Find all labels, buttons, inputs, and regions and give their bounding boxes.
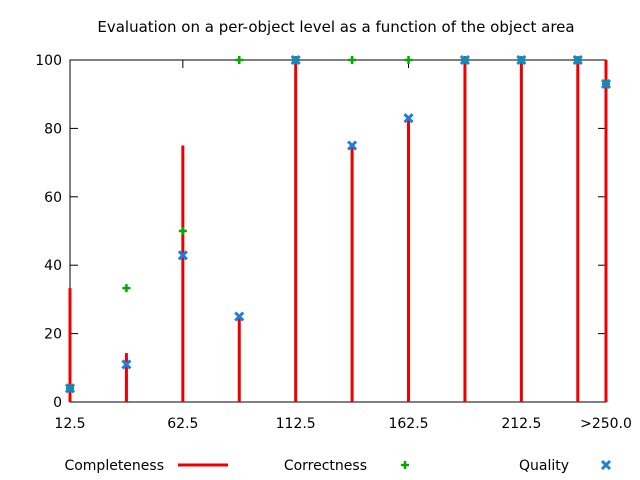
legend-label: Correctness [284, 458, 367, 474]
y-tick-label: 100 [35, 53, 62, 69]
quality-point [64, 383, 76, 394]
quality-point [600, 78, 612, 90]
quality-point [572, 54, 583, 66]
y-tick-label: 40 [44, 258, 62, 274]
legend-label: Quality [519, 458, 569, 474]
correctness-point [235, 56, 244, 64]
quality-point [347, 140, 358, 151]
correctness-point [348, 56, 357, 64]
quality-point [121, 359, 132, 370]
x-tick-label: 162.5 [388, 416, 428, 432]
plot-frame [69, 59, 607, 403]
y-tick-label: 80 [44, 121, 62, 137]
x-axis: 12.5 62.5 112.5 162.5 212.5 >250.0 [54, 60, 632, 432]
x-tick-label: 62.5 [167, 416, 198, 432]
chart-marks [64, 54, 612, 402]
correctness-point [404, 56, 413, 64]
legend-label: Completeness [64, 458, 164, 474]
quality-point [516, 54, 527, 66]
x-tick-label: 12.5 [54, 416, 85, 432]
correctness-point [122, 284, 131, 293]
x-tick-label: >250.0 [580, 416, 632, 432]
quality-point [290, 54, 301, 66]
quality-point [403, 113, 414, 124]
y-tick-label: 60 [44, 190, 62, 206]
legend-key-quality [600, 459, 612, 471]
quality-point [177, 250, 188, 261]
legend: Completeness Correctness Quality [64, 458, 612, 474]
quality-point [459, 54, 471, 66]
x-tick-label: 112.5 [276, 416, 316, 432]
quality-point [234, 311, 245, 322]
legend-key-correctness [401, 461, 409, 469]
y-tick-label: 0 [53, 395, 62, 411]
y-axis: 0 20 40 60 80 100 [35, 53, 606, 411]
chart-title: Evaluation on a per-object level as a fu… [97, 18, 574, 36]
x-tick-label: 212.5 [501, 416, 541, 432]
y-tick-label: 20 [44, 327, 62, 343]
correctness-point [178, 227, 187, 235]
